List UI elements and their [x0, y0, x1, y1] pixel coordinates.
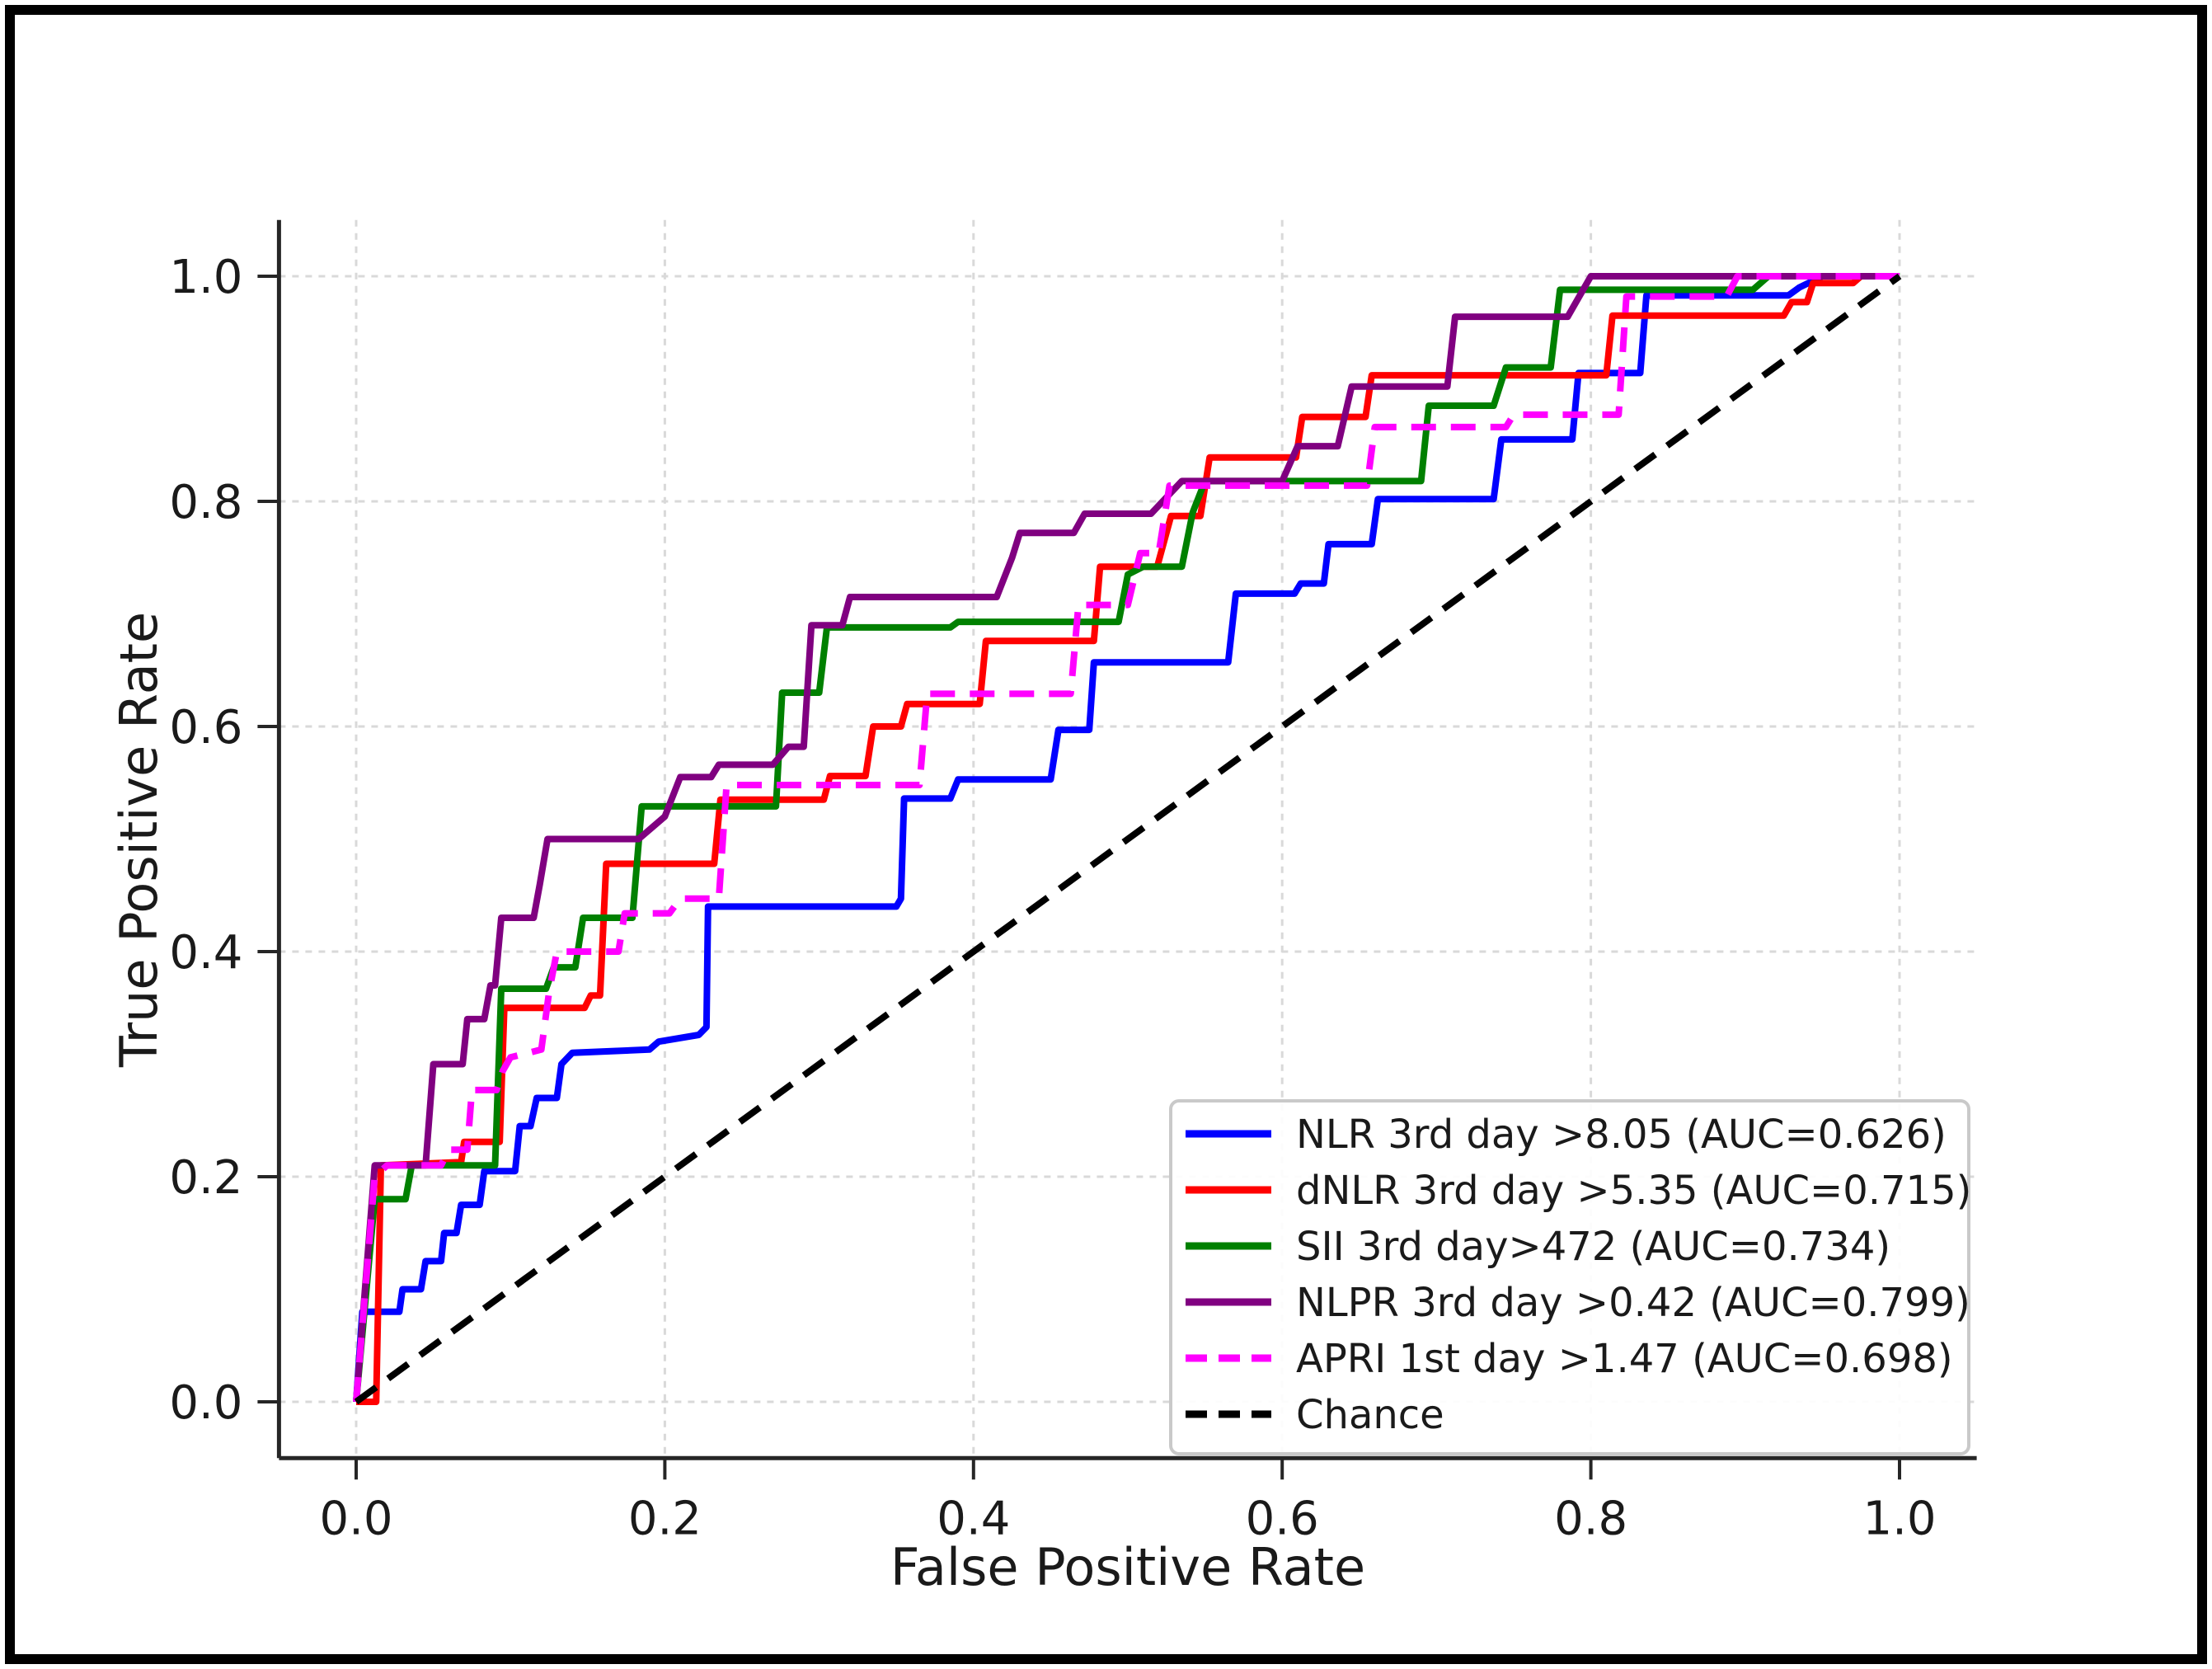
legend-entry: dNLR 3rd day >5.35 (AUC=0.715) [1186, 1168, 1971, 1214]
y-tick-labels: 0.0 0.2 0.4 0.6 0.8 1.0 [169, 251, 242, 1430]
y-tick-label: 0.2 [169, 1151, 242, 1205]
x-tick-label: 1.0 [1862, 1492, 1936, 1545]
roc-curve-nlpr [353, 273, 1900, 1403]
x-tick-labels: 0.0 0.2 0.4 0.6 0.8 1.0 [319, 1492, 1936, 1545]
legend-label: SII 3rd day>472 (AUC=0.734) [1296, 1224, 1890, 1270]
x-tick-label: 0.4 [937, 1492, 1010, 1545]
y-tick-label: 0.0 [169, 1376, 242, 1430]
legend-entry: SII 3rd day>472 (AUC=0.734) [1186, 1224, 1890, 1270]
legend-box [1169, 1099, 1970, 1455]
y-axis-title: True Positive Rate [109, 612, 169, 1068]
roc-curve-nlr [353, 273, 1900, 1403]
y-tick-label: 0.6 [169, 701, 242, 755]
legend-label: APRI 1st day >1.47 (AUC=0.698) [1296, 1336, 1953, 1382]
legend-entry: Chance [1186, 1392, 1444, 1438]
x-tick-label: 0.0 [319, 1492, 392, 1545]
legend-entry: NLPR 3rd day >0.42 (AUC=0.799) [1186, 1280, 1970, 1326]
roc-curve-apri [353, 273, 1900, 1403]
x-axis-title: False Positive Rate [890, 1537, 1365, 1597]
legend-label: NLPR 3rd day >0.42 (AUC=0.799) [1296, 1280, 1970, 1326]
axes-spines [276, 219, 1977, 1460]
legend-label: Chance [1296, 1392, 1444, 1438]
legend: NLR 3rd day >8.05 (AUC=0.626) dNLR 3rd da… [1169, 1099, 1971, 1455]
y-tick-label: 1.0 [169, 251, 242, 304]
roc-curve-sii [353, 273, 1900, 1403]
x-tick-label: 0.8 [1554, 1492, 1627, 1545]
x-tick-label: 0.6 [1246, 1492, 1319, 1545]
y-tick-label: 0.4 [169, 926, 242, 980]
legend-entry: NLR 3rd day >8.05 (AUC=0.626) [1186, 1112, 1947, 1158]
figure-border [5, 5, 2207, 1664]
axis-ticks [257, 275, 1901, 1480]
x-tick-label: 0.2 [628, 1492, 702, 1545]
legend-label: NLR 3rd day >8.05 (AUC=0.626) [1296, 1112, 1947, 1158]
legend-entry: APRI 1st day >1.47 (AUC=0.698) [1186, 1336, 1953, 1382]
legend-label: dNLR 3rd day >5.35 (AUC=0.715) [1296, 1168, 1971, 1214]
roc-curves-group [353, 273, 1902, 1405]
y-tick-label: 0.8 [169, 476, 242, 529]
roc-curve-chance [354, 273, 1902, 1405]
